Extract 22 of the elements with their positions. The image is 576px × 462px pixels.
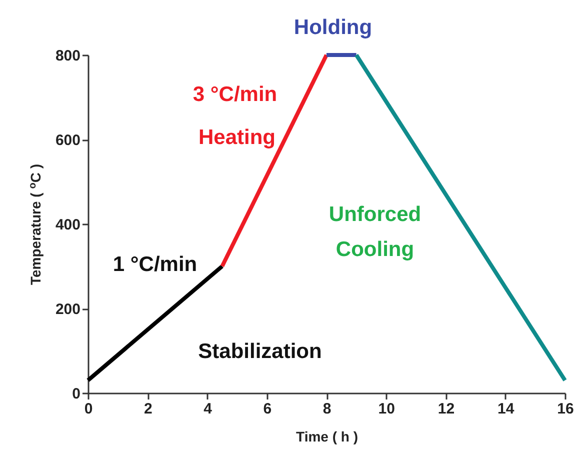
x-tick-label: 12 [438, 400, 455, 418]
annotation: 1 °C/min [112, 253, 198, 276]
x-tick-label: 14 [498, 400, 515, 418]
y-tick-label: 200 [55, 301, 80, 318]
x-tick-label: 16 [557, 400, 574, 418]
x-tick-label: 10 [378, 400, 395, 418]
annotation: 3 °C/min [192, 83, 278, 106]
x-tick-label: 6 [263, 400, 272, 418]
y-tick-label: 0 [72, 386, 80, 402]
y-tick-label: 400 [55, 216, 80, 234]
annotation: Cooling [336, 238, 414, 261]
y-tick-label: 800 [55, 48, 80, 64]
x-tick-label: 8 [322, 400, 332, 418]
annotation: Stabilization [198, 340, 322, 363]
y-tick-label: 600 [55, 132, 80, 149]
text: Holding [294, 16, 372, 39]
annotation: Heating [198, 126, 276, 149]
x-tick-label: 0 [84, 400, 93, 418]
annotation: Unforced [328, 203, 422, 226]
x-tick-label: 4 [204, 400, 213, 418]
x-tick-label: 2 [144, 400, 152, 418]
x-axis-title: Time ( h ) [296, 428, 358, 444]
